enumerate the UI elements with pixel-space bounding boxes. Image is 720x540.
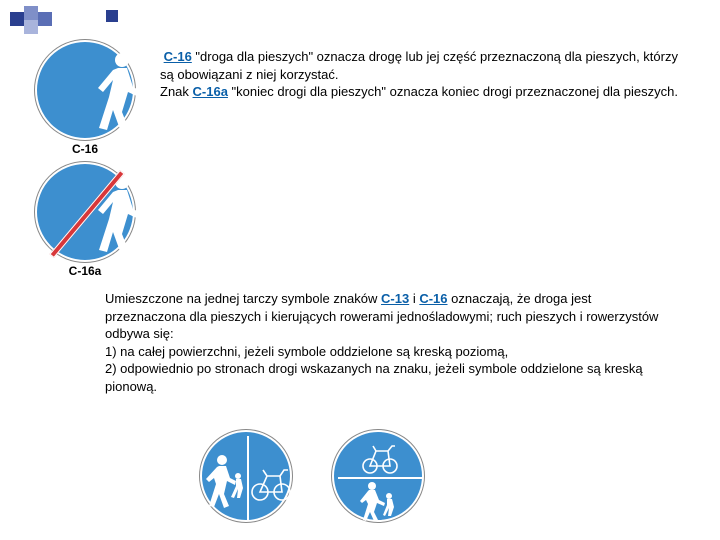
pedestrian-icon bbox=[85, 42, 185, 142]
para1b-post: "koniec drogi dla pieszych" oznacza koni… bbox=[228, 84, 678, 99]
section-1: C-16 C-16a C-16 "droga dla pieszych" ozn… bbox=[20, 40, 700, 278]
para2-li2: 2) odpowiednio po stronach drogi wskazan… bbox=[105, 361, 643, 394]
sign-c16 bbox=[35, 40, 135, 140]
deco-square bbox=[38, 12, 52, 26]
ped-bike-vertical-icon bbox=[202, 432, 294, 524]
para1a-text: "droga dla pieszych" oznacza drogę lub j… bbox=[160, 49, 678, 82]
ped-bike-horizontal-icon bbox=[334, 432, 426, 524]
sign-column: C-16 C-16a bbox=[20, 40, 150, 278]
pedestrian-end-icon bbox=[85, 164, 185, 264]
deco-square bbox=[24, 20, 38, 34]
link-c13[interactable]: C-13 bbox=[381, 291, 409, 306]
para2-pre: Umieszczone na jednej tarczy symbole zna… bbox=[105, 291, 381, 306]
header-decoration bbox=[10, 6, 120, 28]
link-c16-2[interactable]: C-16 bbox=[419, 291, 447, 306]
para2-mid: i bbox=[409, 291, 419, 306]
sign-c16-label: C-16 bbox=[20, 142, 150, 156]
paragraph-1: C-16 "droga dla pieszych" oznacza drogę … bbox=[150, 40, 700, 278]
sign-c16a bbox=[35, 162, 135, 262]
sign-c16a-label: C-16a bbox=[20, 264, 150, 278]
paragraph-2: Umieszczone na jednej tarczy symbole zna… bbox=[105, 290, 675, 395]
deco-square bbox=[10, 12, 24, 26]
combined-signs-row bbox=[200, 430, 424, 522]
sign-combined-vertical bbox=[200, 430, 292, 522]
deco-square bbox=[106, 10, 118, 22]
para2-li1: 1) na całej powierzchni, jeżeli symbole … bbox=[105, 344, 508, 359]
sign-combined-horizontal bbox=[332, 430, 424, 522]
deco-square bbox=[24, 6, 38, 20]
link-c16a[interactable]: C-16a bbox=[193, 84, 228, 99]
